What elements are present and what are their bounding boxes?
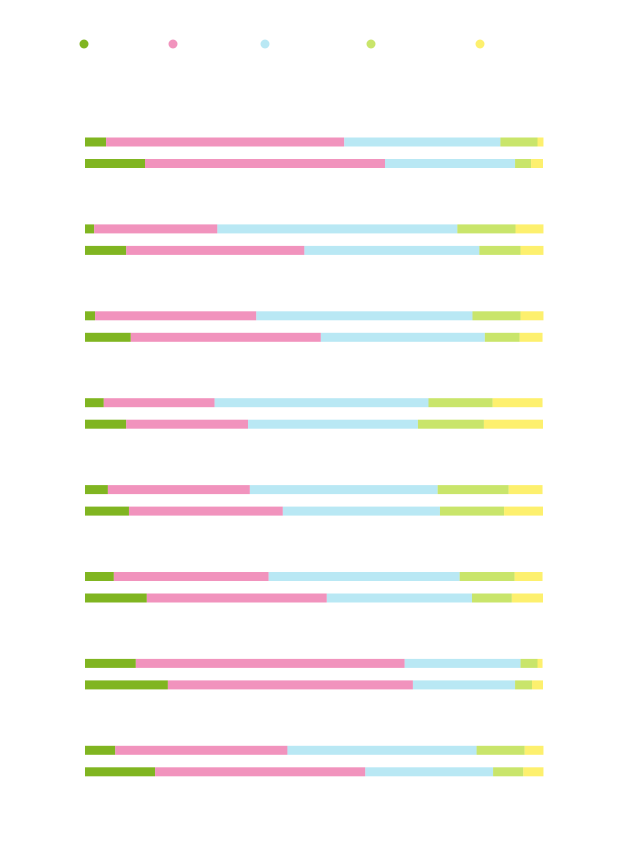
- bar-segment: [249, 485, 438, 495]
- bar-segment: [85, 159, 145, 168]
- bar-segment: [167, 680, 413, 690]
- bar-segment: [515, 680, 533, 690]
- bar-segment: [519, 332, 543, 342]
- bar-segment: [320, 332, 485, 342]
- bar-segment: [85, 680, 168, 690]
- bar-segment: [268, 572, 460, 581]
- bar-segment: [520, 658, 538, 668]
- bar-segment: [85, 398, 104, 408]
- bar-segment: [472, 593, 512, 603]
- bar-segment: [85, 419, 127, 429]
- bar-segment: [365, 767, 494, 777]
- bar-segment: [504, 506, 543, 516]
- bar-segment: [457, 224, 516, 234]
- bar-segment: [94, 224, 218, 234]
- bar-segment: [524, 745, 544, 755]
- bar-segment: [412, 680, 516, 690]
- bar-segment: [85, 332, 131, 342]
- bar-segment: [107, 485, 250, 495]
- bar-segment: [514, 572, 543, 581]
- legend-marker: [260, 39, 270, 49]
- bar-segment: [85, 224, 95, 234]
- bar-segment: [417, 419, 484, 429]
- bar-segment: [304, 245, 480, 255]
- bar-segment: [85, 593, 147, 603]
- bar-segment: [95, 311, 257, 321]
- bar-segment: [428, 398, 493, 408]
- bar-segment: [85, 658, 136, 668]
- bar-segment: [217, 224, 458, 234]
- bar-segment: [287, 745, 477, 755]
- bar-segment: [85, 506, 129, 516]
- bar-segment: [155, 767, 366, 777]
- bar-segment: [85, 245, 127, 255]
- bar-segment: [511, 593, 543, 603]
- bar-segment: [520, 245, 544, 255]
- bar-segment: [437, 485, 509, 495]
- bar-segment: [126, 419, 249, 429]
- bar-segment: [106, 137, 345, 147]
- bar-segment: [537, 658, 543, 668]
- bar-segment: [476, 745, 525, 755]
- bar-segment: [144, 159, 385, 168]
- legend-marker: [79, 39, 89, 49]
- bar-segment: [472, 311, 521, 321]
- bar-segment: [126, 245, 305, 255]
- bar-segment: [85, 485, 108, 495]
- bar-segment: [404, 658, 521, 668]
- legend-marker: [475, 39, 485, 49]
- bar-segment: [459, 572, 515, 581]
- bar-segment: [520, 311, 544, 321]
- bar-segment: [439, 506, 505, 516]
- bar-segment: [523, 767, 544, 777]
- bar-segment: [130, 332, 321, 342]
- bar-segment: [537, 137, 544, 147]
- bar-segment: [508, 485, 543, 495]
- bar-segment: [484, 332, 520, 342]
- bar-segment: [146, 593, 327, 603]
- bar-segment: [532, 680, 543, 690]
- bar-segment: [515, 224, 544, 234]
- bar-segment: [531, 159, 543, 168]
- legend-marker: [366, 39, 376, 49]
- bar-segment: [344, 137, 501, 147]
- bar-segment: [214, 398, 429, 408]
- bar-segment: [282, 506, 440, 516]
- bar-segment: [85, 572, 114, 581]
- bar-segment: [479, 245, 521, 255]
- bar-segment: [115, 745, 288, 755]
- bar-segment: [500, 137, 538, 147]
- bar-segment: [85, 767, 156, 777]
- bar-segment: [135, 658, 405, 668]
- bar-segment: [483, 419, 543, 429]
- bar-segment: [85, 745, 116, 755]
- bar-segment: [492, 398, 543, 408]
- bar-segment: [326, 593, 473, 603]
- legend-marker: [168, 39, 178, 49]
- bar-segment: [493, 767, 524, 777]
- bar-segment: [85, 311, 96, 321]
- bar-segment: [384, 159, 516, 168]
- bar-segment: [515, 159, 532, 168]
- bar-segment: [103, 398, 215, 408]
- bar-segment: [113, 572, 269, 581]
- bar-segment: [85, 137, 107, 147]
- bar-segment: [256, 311, 473, 321]
- bar-segment: [248, 419, 418, 429]
- bar-segment: [128, 506, 283, 516]
